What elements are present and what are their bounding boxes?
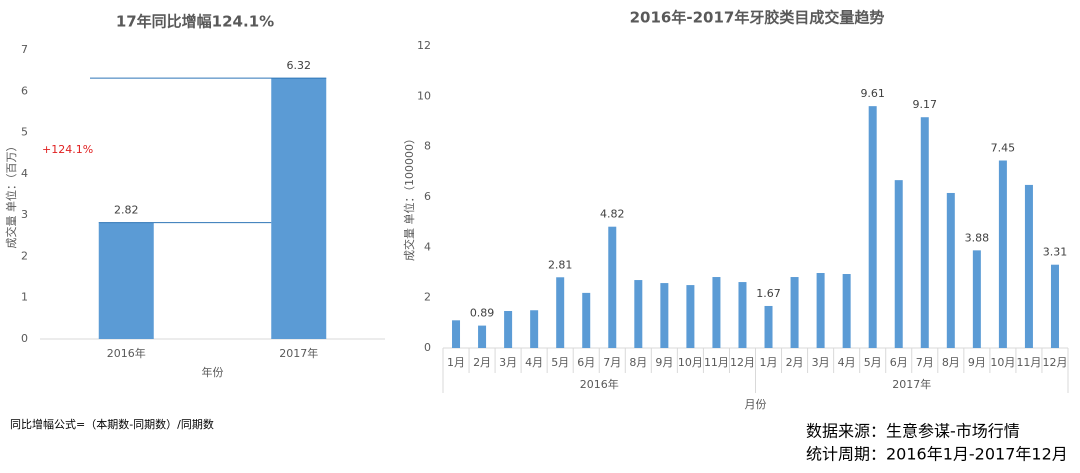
y-axis-label: 成交量 单位：（百万） xyxy=(4,141,18,249)
data-label: 2.81 xyxy=(548,258,573,271)
x-tick-label: 2月 xyxy=(786,356,804,369)
y-tick-label: 4 xyxy=(21,167,28,180)
y-tick-label: 12 xyxy=(417,39,431,52)
y-tick-label: 3 xyxy=(21,208,28,221)
formula-note: 同比增幅公式=（本期数-同期数）/同期数 xyxy=(10,417,214,431)
chart-title: 17年同比增幅124.1% xyxy=(116,13,274,31)
x-tick-label: 11月 xyxy=(704,356,729,369)
x-tick-label: 5月 xyxy=(551,356,569,369)
bar xyxy=(972,250,981,348)
x-tick-label: 7月 xyxy=(603,356,621,369)
y-tick-label: 1 xyxy=(21,291,28,304)
bar xyxy=(452,320,461,348)
x-tick-label: 6月 xyxy=(577,356,595,369)
x-tick-label: 7月 xyxy=(916,356,934,369)
x-tick-label: 9月 xyxy=(968,356,986,369)
bar xyxy=(868,106,877,348)
y-tick-label: 0 xyxy=(21,332,28,345)
x-tick-label: 10月 xyxy=(990,356,1015,369)
data-label: 4.82 xyxy=(600,208,625,221)
bar xyxy=(271,78,327,340)
x-tick-label: 8月 xyxy=(942,356,960,369)
x-tick-label: 2月 xyxy=(473,356,491,369)
bar xyxy=(946,192,955,348)
x-tick-label: 9月 xyxy=(655,356,673,369)
x-tick-label: 3月 xyxy=(499,356,517,369)
bar xyxy=(556,277,565,348)
y-tick-label: 10 xyxy=(417,89,431,102)
bar xyxy=(842,274,851,348)
y-tick-label: 7 xyxy=(21,43,28,56)
bar xyxy=(660,283,669,348)
x-tick-label: 6月 xyxy=(890,356,908,369)
bar xyxy=(504,311,513,348)
bar xyxy=(790,277,799,348)
x-tick-label: 8月 xyxy=(629,356,647,369)
x-tick-label: 3月 xyxy=(812,356,830,369)
annotation: +124.1% xyxy=(42,143,93,156)
data-label: 2.82 xyxy=(114,204,139,217)
data-label: 6.32 xyxy=(287,59,312,72)
y-tick-label: 6 xyxy=(21,84,28,97)
y-tick-label: 5 xyxy=(21,126,28,139)
y-tick-label: 6 xyxy=(424,190,431,203)
x-tick-label: 5月 xyxy=(864,356,882,369)
y-tick-label: 2 xyxy=(424,291,431,304)
x-tick-label: 1月 xyxy=(760,356,778,369)
data-label: 9.17 xyxy=(913,98,938,111)
source-note: 数据来源：生意参谋-市场行情 xyxy=(806,422,1020,441)
x-tick-label: 10月 xyxy=(678,356,703,369)
bar xyxy=(738,282,747,348)
bar xyxy=(530,310,539,348)
y-tick-label: 2 xyxy=(21,249,28,262)
x-tick-label: 2016年 xyxy=(107,346,146,360)
bar xyxy=(998,160,1007,348)
group-label: 2016年 xyxy=(580,377,619,391)
bar xyxy=(1050,264,1059,348)
x-tick-label: 12月 xyxy=(1042,356,1067,369)
x-tick-label: 1月 xyxy=(447,356,465,369)
group-label: 2017年 xyxy=(892,377,931,391)
x-tick-label: 11月 xyxy=(1016,356,1041,369)
bar xyxy=(894,180,903,348)
bar xyxy=(816,273,825,348)
bar xyxy=(608,226,617,348)
data-label: 3.88 xyxy=(965,231,990,244)
data-label: 9.61 xyxy=(860,87,885,100)
data-label: 0.89 xyxy=(470,307,495,320)
y-axis-label: 成交量 单位：（100000） xyxy=(402,133,416,261)
bar xyxy=(582,292,591,348)
bar xyxy=(764,305,773,348)
data-label: 7.45 xyxy=(991,142,1016,155)
bar xyxy=(478,325,487,348)
bar xyxy=(98,222,154,339)
bar xyxy=(634,280,643,348)
x-tick-label: 12月 xyxy=(730,356,755,369)
x-axis-label: 月份 xyxy=(745,398,767,411)
data-label: 1.67 xyxy=(756,287,781,300)
data-label: 3.31 xyxy=(1043,246,1068,259)
x-axis-label: 年份 xyxy=(202,365,224,379)
y-tick-label: 0 xyxy=(424,341,431,354)
bar xyxy=(686,285,695,348)
y-tick-label: 4 xyxy=(424,240,431,253)
chart-title: 2016年-2017年牙胶类目成交量趋势 xyxy=(630,9,885,27)
bar xyxy=(712,277,721,348)
y-tick-label: 8 xyxy=(424,140,431,153)
x-tick-label: 2017年 xyxy=(279,346,318,360)
period-note: 统计周期：2016年1月-2017年12月 xyxy=(806,445,1068,464)
x-tick-label: 4月 xyxy=(525,356,543,369)
bar xyxy=(1024,184,1033,348)
x-tick-label: 4月 xyxy=(838,356,856,369)
bar xyxy=(920,117,929,348)
